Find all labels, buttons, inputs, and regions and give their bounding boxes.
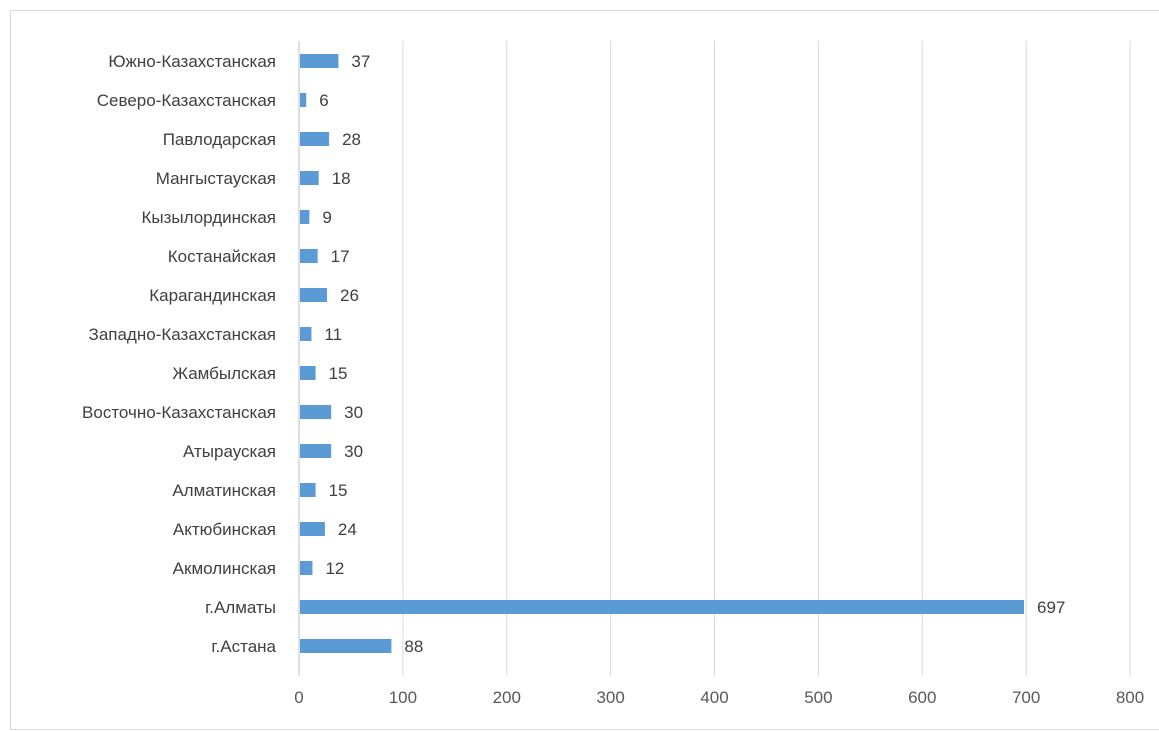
category-label: Южно-Казахстанская: [108, 52, 276, 71]
x-tick-label: 800: [1116, 688, 1144, 707]
bar: [300, 444, 332, 458]
x-tick-label: 200: [493, 688, 521, 707]
data-label: 88: [404, 637, 423, 656]
data-label: 30: [344, 442, 363, 461]
category-label: Северо-Казахстанская: [97, 91, 276, 110]
category-label: Атырауская: [183, 442, 276, 461]
category-label: Костанайская: [168, 247, 276, 266]
category-label: г.Астана: [211, 637, 276, 656]
data-label: 9: [322, 208, 331, 227]
bar: [300, 366, 316, 380]
category-label: Жамбылская: [172, 364, 276, 383]
data-labels: 37 6 28 18 9 17 26 11 15 30 30 15 24 12 697 88: [319, 52, 1065, 656]
bar: [300, 288, 328, 302]
bars: [300, 54, 1025, 653]
category-label: Западно-Казахстанская: [89, 325, 276, 344]
category-label: Мангыстауская: [156, 169, 276, 188]
category-label: Павлодарская: [163, 130, 276, 149]
category-label: Кызылординская: [141, 208, 276, 227]
data-label: 28: [342, 130, 361, 149]
bar: [300, 327, 312, 341]
bar: [300, 171, 319, 185]
bar: [300, 210, 310, 224]
bar: [300, 483, 316, 497]
bar: [300, 54, 339, 68]
bar: [300, 405, 332, 419]
x-tick-label: 100: [389, 688, 417, 707]
bar: [300, 561, 313, 575]
data-label: 697: [1037, 598, 1065, 617]
x-tick-label: 600: [908, 688, 936, 707]
category-label: г.Алматы: [205, 598, 276, 617]
data-label: 15: [329, 481, 348, 500]
x-tick-label: 500: [804, 688, 832, 707]
x-tick-label: 0: [294, 688, 303, 707]
bar-chart: Южно-Казахстанская Северо-Казахстанская Па…: [82, 41, 1144, 707]
data-label: 15: [329, 364, 348, 383]
gridlines: [298, 41, 1131, 676]
bar: [300, 600, 1025, 614]
data-label: 12: [325, 559, 344, 578]
x-axis-tick-labels: 0 100 200 300 400 500 600 700 800: [294, 688, 1144, 707]
bar: [300, 132, 330, 146]
x-tick-label: 300: [596, 688, 624, 707]
data-label: 11: [324, 325, 342, 344]
data-label: 18: [332, 169, 351, 188]
bar: [300, 249, 318, 263]
data-label: 26: [340, 286, 359, 305]
data-label: 37: [351, 52, 370, 71]
x-tick-label: 700: [1012, 688, 1040, 707]
x-tick-label: 400: [700, 688, 728, 707]
bar: [300, 639, 392, 653]
data-label: 30: [344, 403, 363, 422]
data-label: 24: [338, 520, 357, 539]
data-label: 17: [331, 247, 350, 266]
category-labels: Южно-Казахстанская Северо-Казахстанская Па…: [82, 52, 277, 656]
category-label: Акмолинская: [173, 559, 276, 578]
category-label: Восточно-Казахстанская: [82, 403, 276, 422]
category-label: Актюбинская: [173, 520, 276, 539]
category-label: Алматинская: [172, 481, 276, 500]
category-label: Карагандинская: [149, 286, 276, 305]
bar: [300, 93, 307, 107]
data-label: 6: [319, 91, 328, 110]
chart-frame: Южно-Казахстанская Северо-Казахстанская Па…: [10, 10, 1159, 730]
bar: [300, 522, 325, 536]
